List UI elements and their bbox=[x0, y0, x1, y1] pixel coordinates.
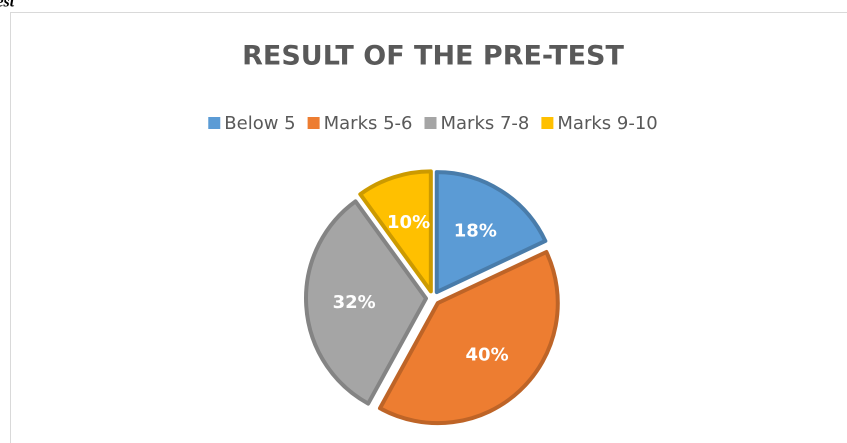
data-label: 32% bbox=[333, 292, 376, 313]
data-label: 18% bbox=[454, 220, 497, 241]
legend-label: Marks 5-6 bbox=[324, 113, 413, 134]
chart-title: RESULT OF THE PRE-TEST bbox=[242, 41, 624, 72]
chart-border bbox=[10, 12, 847, 443]
legend-label: Below 5 bbox=[224, 113, 295, 134]
legend-label: Marks 7-8 bbox=[441, 113, 530, 134]
legend-label: Marks 9-10 bbox=[557, 113, 657, 134]
legend-swatch bbox=[541, 117, 554, 129]
caption-fragment: test bbox=[0, 0, 15, 11]
data-label: 10% bbox=[387, 212, 430, 233]
pie-slice bbox=[377, 250, 560, 426]
legend-swatch bbox=[307, 117, 320, 129]
legend-swatch bbox=[424, 117, 437, 129]
data-label: 40% bbox=[466, 345, 509, 366]
pie-slice bbox=[358, 169, 433, 294]
pie-slice bbox=[304, 199, 429, 406]
pie-slice bbox=[434, 170, 548, 295]
legend: Below 5 Marks 5-6 Marks 7-8 Marks 9-10 bbox=[208, 113, 658, 134]
legend-swatch bbox=[208, 117, 221, 129]
